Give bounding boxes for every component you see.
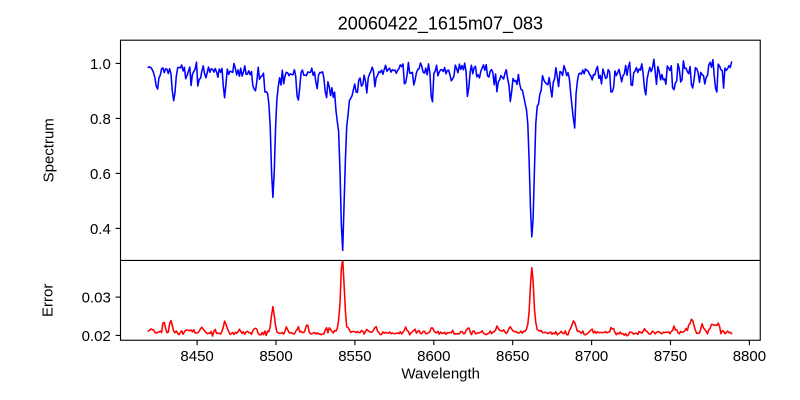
svg-text:8600: 8600 — [417, 348, 450, 365]
svg-text:8650: 8650 — [496, 348, 529, 365]
svg-text:Wavelength: Wavelength — [401, 366, 480, 383]
svg-text:8500: 8500 — [259, 348, 292, 365]
svg-text:8550: 8550 — [338, 348, 371, 365]
svg-text:8700: 8700 — [575, 348, 608, 365]
svg-text:0.6: 0.6 — [90, 166, 111, 183]
svg-text:0.4: 0.4 — [90, 221, 111, 238]
svg-text:0.8: 0.8 — [90, 111, 111, 128]
svg-text:0.02: 0.02 — [82, 328, 111, 345]
svg-text:Error: Error — [40, 284, 57, 317]
svg-text:0.03: 0.03 — [82, 290, 111, 307]
svg-text:8750: 8750 — [654, 348, 687, 365]
svg-text:20060422_1615m07_083: 20060422_1615m07_083 — [338, 14, 543, 35]
svg-text:8450: 8450 — [180, 348, 213, 365]
svg-text:8800: 8800 — [733, 348, 766, 365]
svg-text:1.0: 1.0 — [90, 56, 111, 73]
svg-text:Spectrum: Spectrum — [41, 118, 58, 182]
